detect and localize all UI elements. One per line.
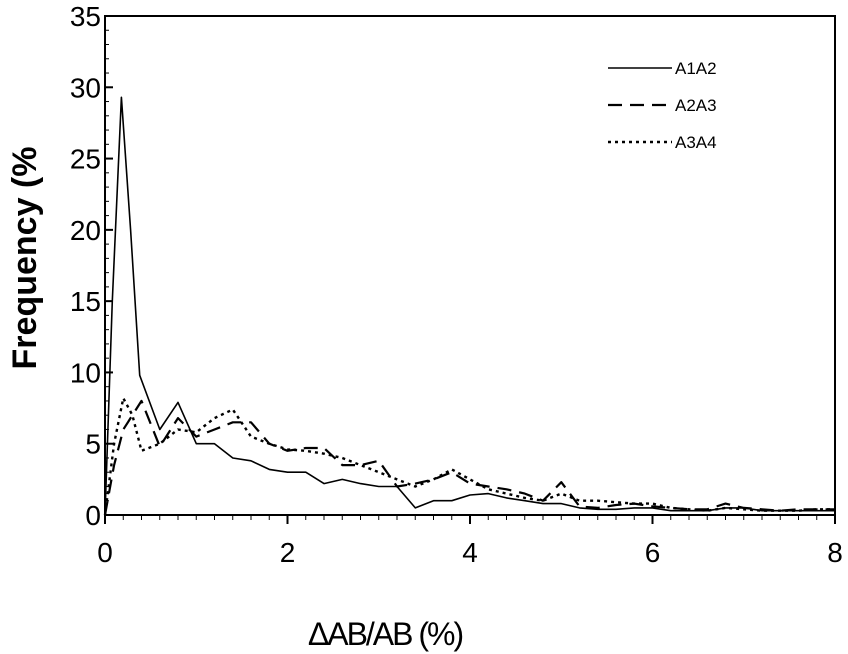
y-tick-label: 25 — [70, 144, 101, 175]
x-axis-label: ΔAB/AB (%) — [308, 616, 463, 652]
y-tick-label: 0 — [85, 500, 101, 531]
legend-label-a2a3: A2A3 — [675, 96, 717, 115]
series-line-a3a4 — [103, 396, 835, 516]
x-tick-label: 6 — [645, 537, 661, 568]
series-lines — [103, 96, 835, 516]
y-tick-label: 5 — [85, 429, 101, 460]
legend-label-a1a2: A1A2 — [675, 59, 717, 78]
legend-label-a3a4: A3A4 — [675, 133, 717, 152]
x-tick-labels: 0 2 4 6 8 — [97, 537, 843, 568]
series-line-a2a3 — [103, 399, 835, 516]
x-tick-label: 4 — [462, 537, 478, 568]
y-tick-label: 35 — [70, 1, 101, 32]
legend: A1A2 A2A3 A3A4 — [608, 59, 717, 152]
x-tick-label: 0 — [97, 537, 113, 568]
series-line-a1a2 — [104, 96, 835, 516]
x-minor-ticks — [122, 515, 818, 520]
x-tick-label: 8 — [827, 537, 843, 568]
x-tick-label: 2 — [280, 537, 296, 568]
y-tick-label: 15 — [70, 286, 101, 317]
y-tick-label: 30 — [70, 72, 101, 103]
y-minor-ticks — [105, 29, 109, 502]
x-major-ticks — [104, 515, 836, 524]
y-tick-label: 20 — [70, 215, 101, 246]
plot-frame — [104, 15, 836, 516]
y-axis-label: Frequency (% — [6, 147, 44, 370]
y-tick-labels: 0 5 10 15 20 25 30 35 — [70, 1, 101, 531]
y-major-ticks — [105, 15, 113, 516]
y-tick-label: 10 — [70, 357, 101, 388]
